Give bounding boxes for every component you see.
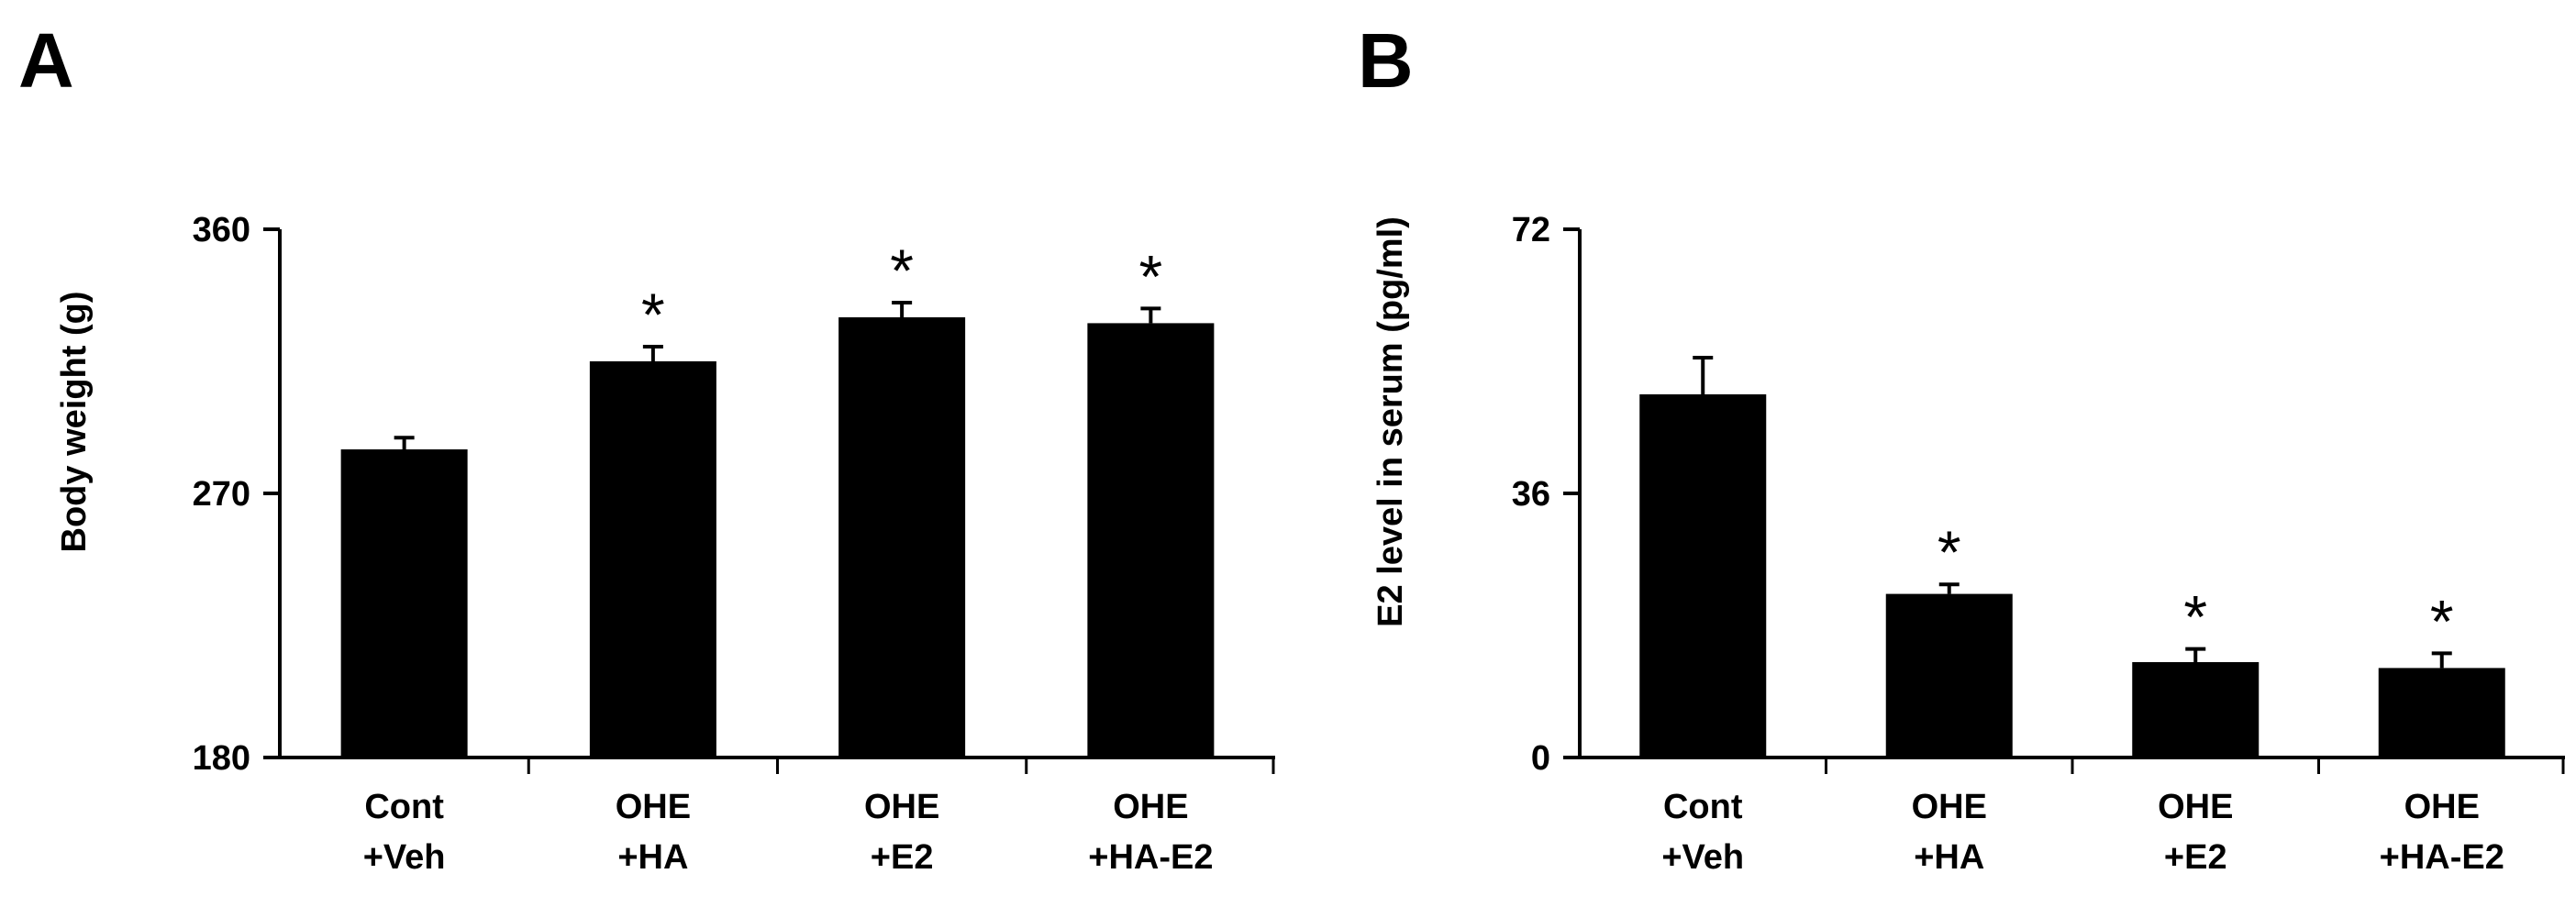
panel-label-a: A bbox=[18, 17, 74, 104]
x-tick-label-a-1-0: OHE bbox=[616, 788, 691, 826]
x-tick-label-b-3-1: +HA-E2 bbox=[2380, 838, 2504, 877]
y-tick-label-b-2: 72 bbox=[1512, 211, 1550, 249]
bar-b-2 bbox=[2132, 662, 2260, 758]
significance-mark-a-3: * bbox=[1139, 242, 1163, 310]
x-tick-label-b-1-1: +HA bbox=[1914, 838, 1984, 877]
panel-b: B E2 level in serum (pg/ml) 0 36 72 Cont +Ve… bbox=[1358, 17, 2565, 877]
x-tick-label-b-1-0: OHE bbox=[1912, 788, 1987, 826]
y-tick-label-b-1: 36 bbox=[1512, 475, 1550, 514]
y-tick-label-a-2: 360 bbox=[193, 211, 250, 249]
significance-mark-b-3: * bbox=[2430, 587, 2454, 655]
x-tick-label-b-2-0: OHE bbox=[2158, 788, 2233, 826]
x-tick-label-a-0-0: Cont bbox=[364, 788, 444, 826]
x-tick-label-a-2-0: OHE bbox=[864, 788, 939, 826]
x-tick-label-b-3-0: OHE bbox=[2404, 788, 2480, 826]
plot-area-b: 0 36 72 Cont +Veh * OHE +HA * OHE +E2 * OHE +HA-E2 bbox=[1512, 211, 2565, 877]
bar-b-0 bbox=[1639, 394, 1767, 758]
significance-mark-b-2: * bbox=[2183, 583, 2207, 651]
significance-mark-a-1: * bbox=[641, 281, 665, 348]
panel-a: A Body weight (g) 180 270 360 Cont +Veh * OHE +… bbox=[18, 17, 1275, 877]
x-tick-label-a-0-1: +Veh bbox=[363, 838, 446, 877]
bar-a-0 bbox=[340, 449, 468, 758]
y-tick-label-a-1: 270 bbox=[193, 475, 250, 514]
x-tick-label-a-3-1: +HA-E2 bbox=[1088, 838, 1213, 877]
bar-a-1 bbox=[589, 361, 716, 758]
panel-label-b: B bbox=[1358, 17, 1414, 104]
x-tick-label-a-1-1: +HA bbox=[617, 838, 688, 877]
y-axis-label-a: Body weight (g) bbox=[55, 292, 94, 553]
x-tick-label-a-2-1: +E2 bbox=[871, 838, 934, 877]
bar-b-1 bbox=[1885, 593, 2013, 758]
x-tick-label-b-0-0: Cont bbox=[1663, 788, 1743, 826]
bar-b-3 bbox=[2378, 668, 2505, 758]
significance-mark-b-1: * bbox=[1938, 518, 1961, 586]
x-tick-label-b-2-1: +E2 bbox=[2164, 838, 2227, 877]
y-axis-label-b: E2 level in serum (pg/ml) bbox=[1371, 216, 1410, 627]
significance-mark-a-2: * bbox=[890, 237, 914, 304]
y-tick-label-b-0: 0 bbox=[1531, 739, 1550, 778]
plot-area-a: 180 270 360 Cont +Veh * OHE +HA * OHE +E2 * OHE +HA-E… bbox=[193, 211, 1275, 877]
bar-a-2 bbox=[838, 317, 966, 758]
y-tick-label-a-0: 180 bbox=[193, 739, 250, 778]
bar-a-3 bbox=[1087, 323, 1215, 758]
x-tick-label-a-3-0: OHE bbox=[1113, 788, 1188, 826]
x-tick-label-b-0-1: +Veh bbox=[1661, 838, 1744, 877]
